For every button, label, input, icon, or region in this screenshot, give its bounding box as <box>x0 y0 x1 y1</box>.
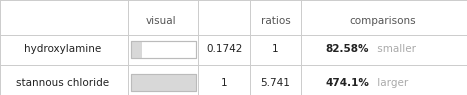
Text: hydroxylamine: hydroxylamine <box>24 44 102 54</box>
Text: larger: larger <box>374 78 408 88</box>
Text: 1: 1 <box>272 44 279 54</box>
FancyBboxPatch shape <box>131 41 142 58</box>
FancyBboxPatch shape <box>131 74 196 91</box>
Text: 474.1%: 474.1% <box>325 78 369 88</box>
Text: ratios: ratios <box>261 16 290 26</box>
Text: comparisons: comparisons <box>350 16 416 26</box>
Text: 82.58%: 82.58% <box>325 44 369 54</box>
Text: 1: 1 <box>221 78 227 88</box>
Text: 5.741: 5.741 <box>261 78 290 88</box>
Text: visual: visual <box>146 16 177 26</box>
FancyBboxPatch shape <box>131 41 196 58</box>
Text: smaller: smaller <box>374 44 416 54</box>
Text: stannous chloride: stannous chloride <box>16 78 110 88</box>
FancyBboxPatch shape <box>131 74 196 91</box>
Text: 0.1742: 0.1742 <box>206 44 242 54</box>
